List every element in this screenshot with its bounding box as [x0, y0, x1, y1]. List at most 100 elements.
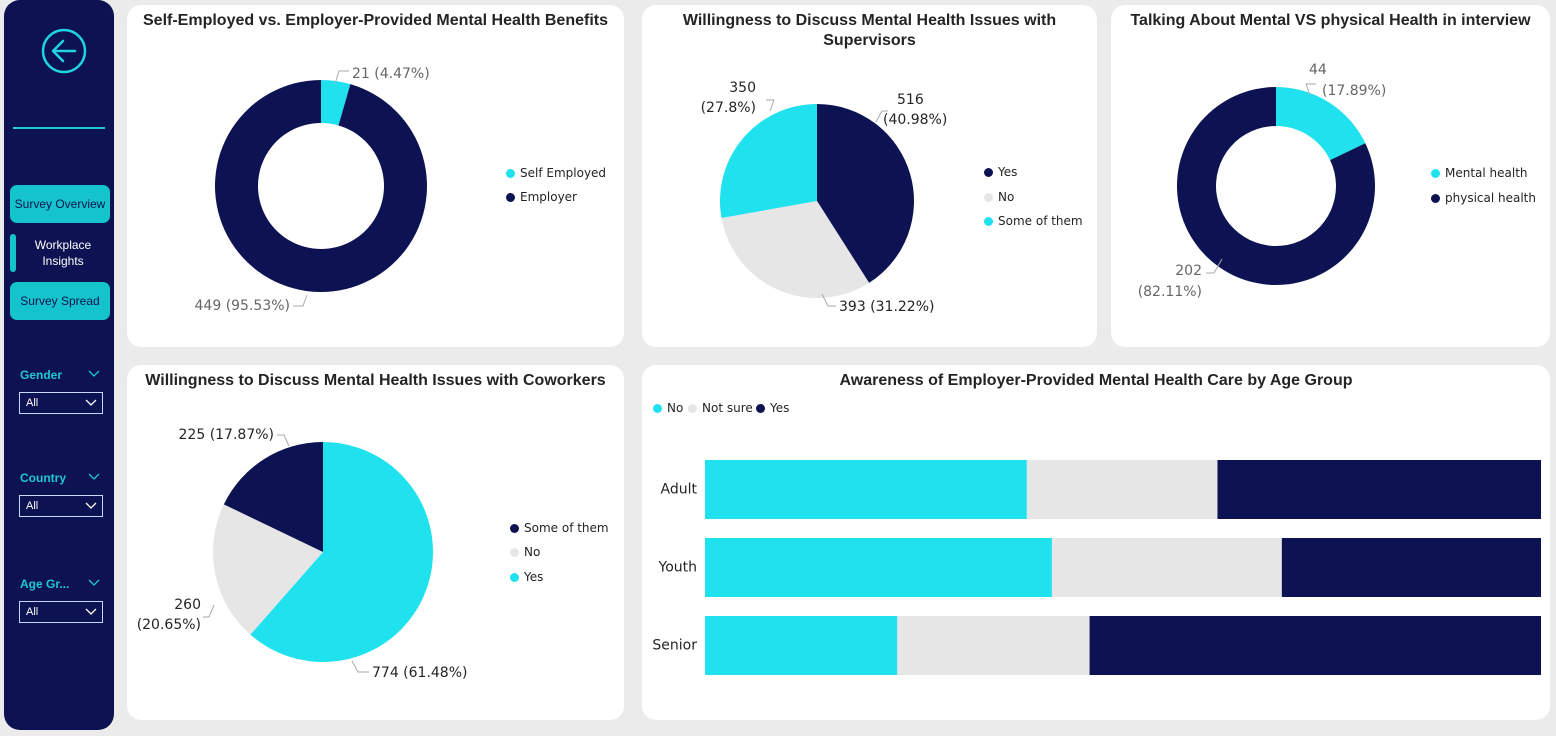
coworkers-pie: 774 (61.48%) 260 (20.65%) 225 (17.87%) — [137, 427, 468, 681]
legend-item-no[interactable]: No — [653, 401, 683, 415]
chart-card-interview: Talking About Mental VS physical Health … — [1111, 5, 1550, 347]
legend-item-not-sure[interactable]: Not sure — [688, 401, 753, 415]
data-label-yes: 516 — [897, 92, 924, 108]
chevron-down-icon[interactable] — [88, 370, 100, 378]
leader-line — [277, 434, 290, 447]
data-label-yes: 225 (17.87%) — [179, 427, 274, 443]
slice-some-of-them[interactable] — [250, 442, 434, 662]
bar-adult-yes[interactable] — [1217, 460, 1541, 519]
legend-item-yes[interactable]: Yes — [984, 165, 1017, 179]
legend-label: No — [998, 190, 1015, 204]
data-label-no: 260 — [174, 597, 201, 613]
age-group-dropdown-value: All — [26, 606, 39, 618]
legend-item-some-of-them[interactable]: Some of them — [984, 214, 1083, 228]
legend-label: Yes — [998, 165, 1018, 179]
bar-youth-no[interactable] — [705, 538, 1052, 597]
chevron-down-icon — [85, 399, 97, 406]
chevron-down-icon[interactable] — [88, 473, 100, 481]
gender-slicer-label: Gender — [20, 368, 63, 382]
category-label-senior: Senior — [652, 638, 697, 654]
legend-item-mental-health[interactable]: Mental health — [1431, 166, 1528, 180]
legend-item-self-employed[interactable]: Self Employed — [506, 166, 606, 180]
bar-adult-no[interactable] — [705, 460, 1027, 519]
slice-employer[interactable] — [215, 80, 427, 292]
data-label-employer: 449 (95.53%) — [195, 298, 290, 314]
legend-marker — [510, 572, 519, 582]
legend-marker — [506, 192, 515, 202]
bar-senior-yes[interactable] — [1089, 616, 1541, 675]
legend-label: Not sure — [702, 401, 753, 415]
supervisors-pie: 516 (40.98%) 393 (31.22%) 350 (27.8%) — [701, 80, 948, 315]
legend-item-physical-health[interactable]: physical health — [1431, 191, 1536, 205]
back-arrow-icon[interactable] — [41, 28, 87, 74]
gender-dropdown-value: All — [26, 397, 39, 409]
legend-label: Yes — [770, 401, 790, 415]
legend-item-no[interactable]: No — [984, 190, 1014, 204]
country-dropdown-value: All — [26, 500, 39, 512]
chart-title-line1: Willingness to Discuss Mental Health Iss… — [682, 12, 1057, 29]
bar-adult-not-sure[interactable] — [1026, 460, 1218, 519]
sidebar-divider — [13, 127, 105, 129]
leader-line — [766, 99, 775, 112]
chart-title: Willingness to Discuss Mental Health Iss… — [145, 372, 606, 389]
chevron-down-icon — [85, 502, 97, 509]
legend-item-employer[interactable]: Employer — [506, 190, 577, 204]
chart-title: Awareness of Employer-Provided Mental He… — [839, 372, 1353, 389]
bar-youth-yes[interactable] — [1281, 538, 1541, 597]
legend-label: No — [667, 401, 684, 415]
bar-senior-not-sure[interactable] — [897, 616, 1090, 675]
legend-label: Self Employed — [520, 166, 607, 180]
legend-marker — [756, 403, 765, 413]
slice-self-employed[interactable] — [321, 80, 351, 126]
nav-survey-overview[interactable]: Survey Overview — [10, 185, 110, 223]
legend-marker — [1431, 193, 1440, 203]
data-label-some-of-them: 774 (61.48%) — [372, 665, 467, 681]
bar-youth-not-sure[interactable] — [1051, 538, 1282, 597]
leader-line — [293, 294, 308, 307]
bar-senior-no[interactable] — [705, 616, 898, 675]
interview-donut: 44 (17.89%) 202 (82.11%) — [1138, 62, 1387, 300]
legend-item-yes[interactable]: Yes — [510, 570, 543, 584]
legend-label: Mental health — [1445, 166, 1528, 180]
legend-marker — [1431, 168, 1440, 178]
chart-card-supervisors: Willingness to Discuss Mental Health Iss… — [642, 5, 1097, 347]
nav-workplace-insights[interactable]: Workplace Insights — [10, 234, 110, 272]
legend-label: Some of them — [998, 214, 1083, 228]
legend-marker — [984, 167, 993, 177]
legend-marker — [510, 523, 519, 533]
slice-yes[interactable] — [223, 442, 323, 552]
chart-card-awareness: Awareness of Employer-Provided Mental He… — [642, 365, 1550, 720]
chevron-down-icon — [85, 608, 97, 615]
slice-physical-health[interactable] — [1177, 87, 1375, 285]
gender-dropdown[interactable]: All — [19, 392, 103, 414]
leader-line — [821, 293, 836, 307]
chart-title: Talking About Mental VS physical Health … — [1130, 12, 1531, 29]
legend-marker — [510, 547, 519, 557]
awareness-bar-chart: Adult Youth Senior — [652, 460, 1541, 675]
chart-title-line2: Supervisors — [823, 32, 916, 49]
age-group-slicer-label: Age Gr... — [20, 577, 70, 591]
slice-no[interactable] — [213, 504, 323, 635]
leader-line — [351, 660, 369, 673]
legend-item-yes[interactable]: Yes — [756, 401, 789, 415]
legend-marker — [688, 403, 697, 413]
slice-yes[interactable] — [817, 104, 914, 283]
self-employed-donut: 21 (4.47%) 449 (95.53%) — [195, 66, 430, 314]
legend-marker — [984, 216, 993, 226]
data-label-some-of-them: 350 — [729, 80, 756, 96]
slice-some-of-them[interactable] — [720, 104, 817, 218]
legend-item-no[interactable]: No — [510, 545, 540, 559]
nav-survey-spread[interactable]: Survey Spread — [10, 282, 110, 320]
data-label-no-pct: (20.65%) — [137, 617, 201, 633]
legend-item-some-of-them[interactable]: Some of them — [510, 521, 609, 535]
chart-title: Self-Employed vs. Employer-Provided Ment… — [143, 12, 608, 29]
leader-line — [203, 604, 215, 618]
chart-card-coworkers: Willingness to Discuss Mental Health Iss… — [127, 365, 624, 720]
slice-no[interactable] — [721, 201, 870, 298]
country-dropdown[interactable]: All — [19, 495, 103, 517]
age-group-dropdown[interactable]: All — [19, 601, 103, 623]
category-label-youth: Youth — [658, 560, 698, 576]
chevron-down-icon[interactable] — [88, 579, 100, 587]
slice-mental-health[interactable] — [1276, 87, 1366, 161]
data-label-physical: 202 — [1175, 263, 1202, 279]
